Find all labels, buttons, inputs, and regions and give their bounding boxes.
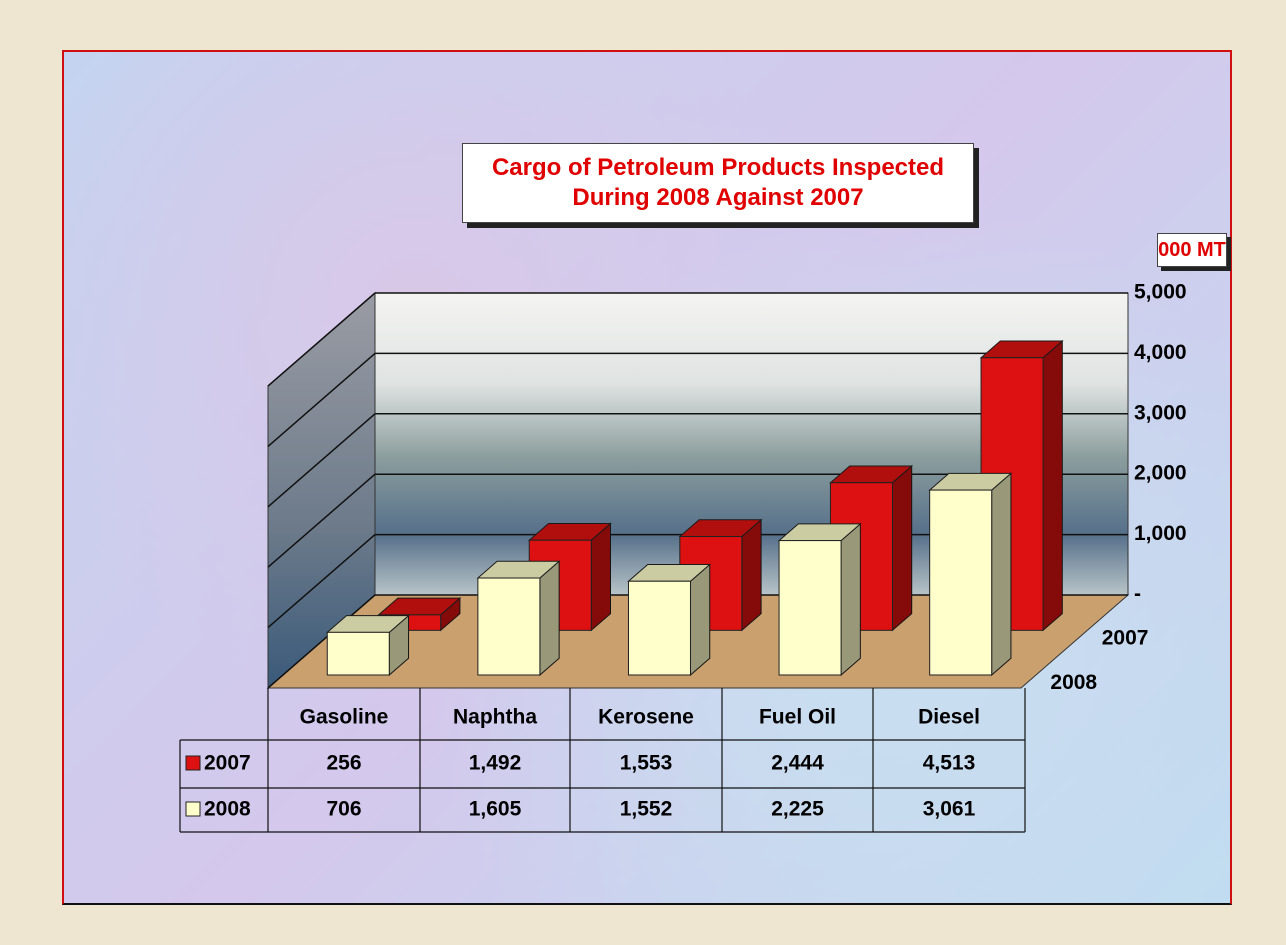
table-value: 2,225 — [771, 798, 824, 821]
x-tick-label: Diesel — [918, 706, 980, 729]
y-tick-label: 4,000 — [1134, 341, 1187, 364]
table-value: 1,605 — [469, 798, 522, 821]
y-tick-label: 1,000 — [1134, 522, 1187, 545]
bar-side — [741, 518, 762, 632]
y-tick-label: 5,000 — [1134, 281, 1187, 304]
x-tick-label: Gasoline — [300, 706, 389, 729]
table-value: 1,553 — [620, 752, 673, 775]
legend-swatch — [185, 801, 201, 817]
y-tick-label: 3,000 — [1134, 401, 1187, 424]
chart-title: Cargo of Petroleum Products Inspected Du… — [462, 143, 974, 223]
bar — [627, 580, 691, 676]
table-value: 4,513 — [923, 752, 976, 775]
bar-side — [1042, 339, 1063, 632]
table-value: 706 — [326, 798, 361, 821]
depth-label: 2008 — [1050, 671, 1097, 694]
y-tick-label: - — [1134, 583, 1141, 606]
bar-side — [991, 472, 1012, 677]
bar — [929, 489, 993, 676]
legend-label: 2008 — [204, 798, 251, 821]
bar-side — [840, 522, 861, 677]
depth-label: 2007 — [1102, 626, 1149, 649]
y-axis-label: 000 MT — [1157, 233, 1227, 267]
table-value: 256 — [326, 752, 361, 775]
x-tick-label: Kerosene — [598, 706, 694, 729]
bar — [477, 577, 541, 676]
side-grid-line — [267, 352, 376, 447]
y-tick-label: 2,000 — [1134, 462, 1187, 485]
bar — [326, 631, 390, 676]
side-grid-line — [267, 473, 376, 568]
side-grid-line — [267, 292, 376, 387]
bar-side — [891, 464, 913, 632]
table-value: 1,552 — [620, 798, 673, 821]
table-value: 3,061 — [923, 798, 976, 821]
legend-label: 2007 — [204, 752, 251, 775]
bar-side — [689, 563, 711, 677]
side-grid-line — [267, 594, 376, 689]
side-grid-line — [267, 534, 376, 629]
bar — [778, 540, 842, 676]
side-grid-line — [267, 413, 376, 508]
x-tick-label: Naphtha — [453, 706, 537, 729]
table-value: 1,492 — [469, 752, 522, 775]
table-value: 2,444 — [771, 752, 824, 775]
legend-swatch — [185, 755, 201, 771]
bar-side — [539, 560, 560, 677]
x-tick-label: Fuel Oil — [759, 706, 836, 729]
bar-side — [590, 522, 611, 632]
